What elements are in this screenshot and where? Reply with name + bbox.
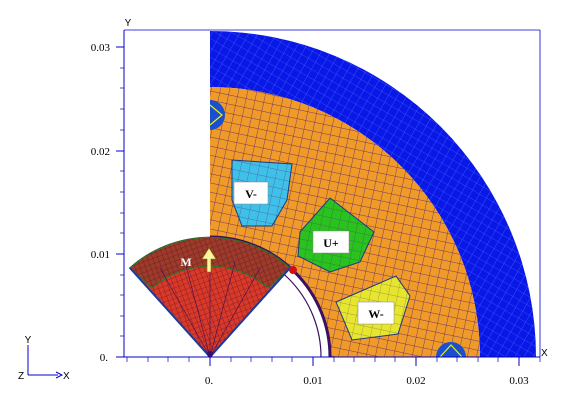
stator-yoke	[210, 31, 536, 357]
slot-u-plus: U+	[297, 197, 375, 273]
slot-v-label: V-	[245, 187, 257, 201]
y-tick-label: 0.03	[91, 42, 111, 54]
triad-y-label: Y	[25, 335, 32, 346]
x-axis-label: X	[541, 348, 548, 359]
slot-v-minus: V-	[231, 159, 293, 227]
y-tick-label: 0.	[100, 352, 109, 364]
y-tick-label: 0.01	[91, 249, 110, 261]
cooling-hole-top	[209, 100, 225, 130]
x-tick-label: 0.	[205, 375, 214, 387]
coordinate-triad-icon	[27, 345, 64, 379]
magnetization-arrow-icon	[201, 247, 217, 273]
x-tick-label: 0.01	[303, 375, 322, 387]
slot-w-minus: W-	[335, 275, 411, 341]
axes-frame	[116, 29, 541, 366]
x-tick-label: 0.03	[509, 375, 529, 387]
slot-w-label: W-	[368, 307, 384, 321]
y-axis-label: Y	[125, 18, 132, 29]
cooling-hole-bottom	[436, 342, 466, 358]
y-tick-label: 0.02	[91, 146, 110, 158]
slot-u-label: U+	[323, 236, 339, 250]
triad-x-label: X	[63, 371, 70, 382]
magnet-label: M	[180, 255, 191, 269]
x-tick-label: 0.02	[406, 375, 425, 387]
triad-z-label: Z	[18, 371, 24, 382]
